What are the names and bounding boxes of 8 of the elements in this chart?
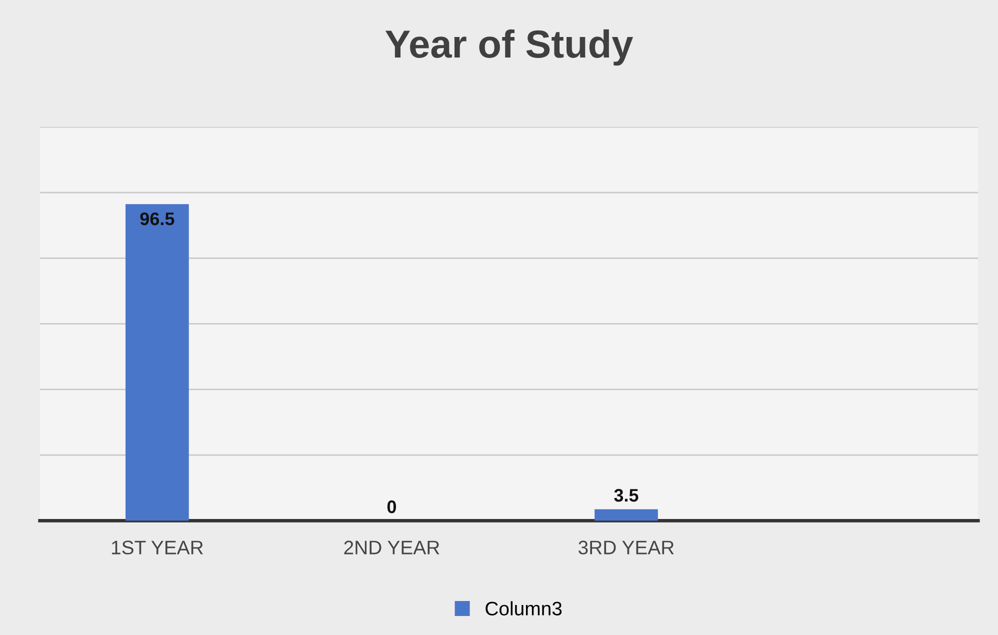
legend-label: Column3 [486,601,562,616]
data-label: 3.5 [614,488,638,502]
x-tick-label: 1ST YEAR [112,540,203,554]
data-label: 0 [387,500,396,514]
x-tick-label: 2ND YEAR [344,540,440,554]
chart-title: Year of Study [385,29,634,66]
x-tick-label: 3RD YEAR [578,540,674,554]
data-label: 96.5 [140,212,174,226]
